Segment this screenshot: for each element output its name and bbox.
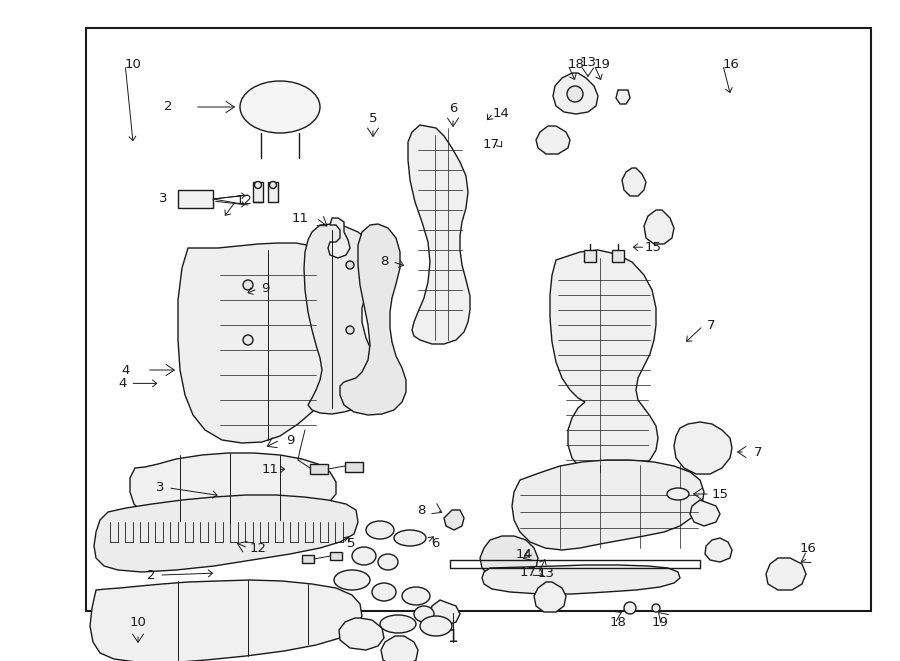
- Circle shape: [243, 335, 253, 345]
- Bar: [86, 28, 871, 611]
- Text: 3: 3: [158, 192, 167, 206]
- Ellipse shape: [402, 587, 430, 605]
- Text: 13: 13: [580, 56, 597, 69]
- Bar: [310, 464, 328, 474]
- Bar: [330, 552, 342, 560]
- Polygon shape: [584, 250, 596, 262]
- Text: 3: 3: [156, 481, 165, 494]
- Text: 15: 15: [645, 241, 662, 254]
- Text: 5: 5: [346, 537, 356, 550]
- Text: 19: 19: [652, 615, 669, 629]
- Circle shape: [346, 261, 354, 269]
- Polygon shape: [674, 422, 732, 474]
- Text: 4: 4: [118, 377, 127, 390]
- Text: 12: 12: [236, 194, 252, 208]
- Ellipse shape: [394, 530, 426, 546]
- Polygon shape: [690, 500, 720, 526]
- Text: 2: 2: [164, 100, 172, 114]
- Circle shape: [624, 602, 636, 614]
- Text: 13: 13: [538, 567, 554, 580]
- Text: 6: 6: [449, 102, 457, 114]
- Ellipse shape: [380, 615, 416, 633]
- Polygon shape: [644, 210, 674, 244]
- Ellipse shape: [352, 547, 376, 565]
- Polygon shape: [622, 168, 646, 196]
- Text: 10: 10: [125, 58, 141, 71]
- Ellipse shape: [420, 616, 452, 636]
- Text: 7: 7: [754, 446, 762, 459]
- Polygon shape: [612, 250, 624, 262]
- Ellipse shape: [240, 81, 320, 133]
- Polygon shape: [550, 250, 658, 476]
- Ellipse shape: [255, 182, 262, 188]
- Polygon shape: [268, 182, 278, 202]
- Polygon shape: [339, 618, 384, 650]
- Ellipse shape: [378, 554, 398, 570]
- Polygon shape: [130, 453, 336, 524]
- Polygon shape: [178, 243, 346, 443]
- Text: 14: 14: [493, 106, 509, 120]
- Ellipse shape: [667, 488, 689, 500]
- Polygon shape: [381, 636, 418, 661]
- Circle shape: [346, 326, 354, 334]
- Polygon shape: [534, 582, 566, 612]
- Text: 8: 8: [380, 255, 389, 268]
- Polygon shape: [328, 218, 350, 258]
- Text: 17: 17: [483, 137, 500, 151]
- Polygon shape: [482, 565, 680, 594]
- Ellipse shape: [269, 182, 276, 188]
- Text: 5: 5: [369, 112, 377, 124]
- Polygon shape: [94, 495, 358, 572]
- Text: 14: 14: [516, 547, 533, 561]
- Text: 2: 2: [147, 568, 156, 582]
- Polygon shape: [253, 182, 263, 202]
- Text: 1: 1: [447, 627, 458, 646]
- Polygon shape: [90, 580, 362, 661]
- Polygon shape: [480, 536, 538, 580]
- Polygon shape: [430, 600, 460, 626]
- Text: 7: 7: [706, 319, 716, 332]
- Bar: [178, 190, 213, 208]
- Text: 11: 11: [292, 212, 309, 225]
- Polygon shape: [408, 125, 470, 344]
- Polygon shape: [705, 538, 732, 562]
- Ellipse shape: [372, 583, 396, 601]
- Text: 6: 6: [431, 537, 440, 550]
- Polygon shape: [444, 510, 464, 530]
- Text: 11: 11: [262, 463, 278, 476]
- Text: 9: 9: [261, 282, 270, 295]
- Bar: [345, 462, 363, 472]
- Text: 9: 9: [286, 434, 294, 446]
- Text: 16: 16: [723, 58, 739, 71]
- Ellipse shape: [414, 606, 434, 622]
- Text: 17: 17: [519, 566, 536, 578]
- Text: 19: 19: [594, 58, 610, 71]
- Polygon shape: [340, 224, 406, 415]
- Polygon shape: [536, 126, 570, 154]
- Text: 18: 18: [568, 58, 584, 71]
- Polygon shape: [512, 460, 704, 550]
- Polygon shape: [766, 558, 806, 590]
- Text: 12: 12: [249, 541, 266, 555]
- Circle shape: [243, 280, 253, 290]
- Text: 8: 8: [417, 504, 425, 516]
- Bar: [302, 555, 314, 563]
- Text: 4: 4: [122, 364, 130, 377]
- Circle shape: [567, 86, 583, 102]
- Text: 16: 16: [799, 541, 816, 555]
- Polygon shape: [304, 224, 380, 414]
- Polygon shape: [553, 73, 598, 114]
- Polygon shape: [616, 90, 630, 104]
- Text: 18: 18: [609, 615, 626, 629]
- Ellipse shape: [366, 521, 394, 539]
- Text: 10: 10: [130, 615, 147, 629]
- Text: 15: 15: [712, 488, 728, 500]
- Circle shape: [652, 604, 660, 612]
- Ellipse shape: [334, 570, 370, 590]
